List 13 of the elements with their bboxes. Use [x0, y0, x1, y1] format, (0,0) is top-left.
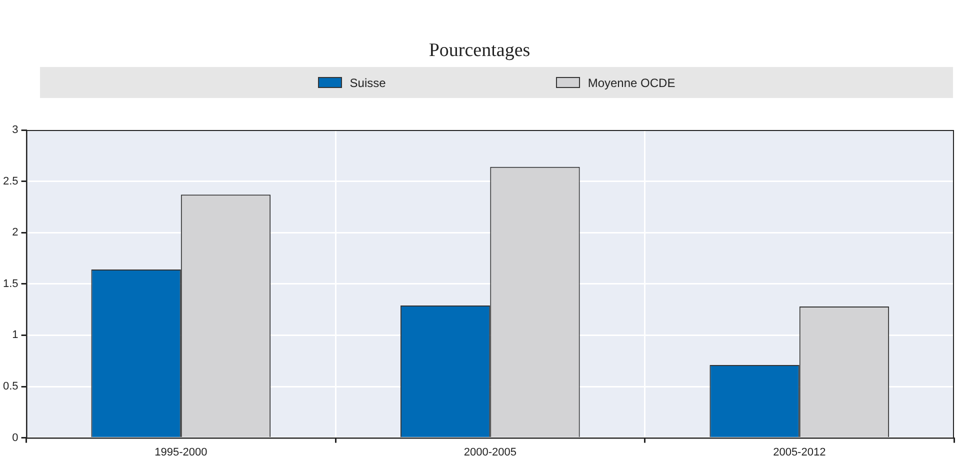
y-tick-label: 2 [12, 226, 18, 239]
legend-label: Moyenne OCDE [588, 76, 676, 90]
x-tick-label: 2005-2012 [773, 446, 826, 458]
y-tick-label: 0.5 [2, 380, 18, 393]
x-tick-label: 1995-2000 [154, 446, 208, 458]
legend-label: Suisse [350, 76, 386, 90]
y-tick-label: 1 [12, 329, 18, 342]
y-tick-label: 0 [12, 432, 18, 444]
y-tick-label: 1.5 [2, 278, 18, 290]
x-tick-label: 2000-2005 [464, 446, 516, 458]
y-tick-label: 2.5 [2, 175, 18, 188]
y-tick-label: 3 [12, 124, 18, 136]
chart-title: Pourcentages [428, 40, 532, 62]
